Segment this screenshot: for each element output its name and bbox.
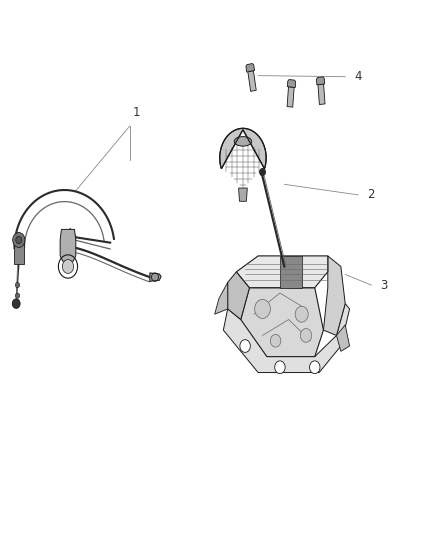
Polygon shape — [248, 71, 256, 91]
Polygon shape — [228, 272, 250, 319]
Circle shape — [300, 328, 312, 342]
Polygon shape — [319, 101, 325, 104]
Circle shape — [310, 361, 320, 374]
Polygon shape — [319, 96, 325, 100]
Polygon shape — [223, 304, 350, 373]
Polygon shape — [250, 83, 255, 86]
Circle shape — [15, 293, 20, 298]
Circle shape — [240, 340, 251, 352]
Polygon shape — [336, 325, 350, 351]
Ellipse shape — [234, 136, 252, 146]
Polygon shape — [288, 94, 293, 97]
Circle shape — [15, 282, 20, 288]
Text: 1: 1 — [133, 106, 140, 119]
Circle shape — [12, 299, 20, 309]
Polygon shape — [287, 104, 293, 107]
Polygon shape — [248, 72, 254, 76]
Polygon shape — [220, 128, 266, 169]
Polygon shape — [316, 77, 325, 85]
Polygon shape — [150, 273, 161, 281]
Polygon shape — [318, 91, 324, 94]
Polygon shape — [318, 84, 325, 104]
Polygon shape — [250, 88, 256, 91]
Polygon shape — [239, 188, 247, 201]
Circle shape — [275, 361, 285, 374]
Polygon shape — [287, 87, 294, 107]
Polygon shape — [318, 86, 324, 90]
Polygon shape — [241, 288, 323, 357]
Circle shape — [62, 260, 74, 273]
Circle shape — [259, 168, 265, 176]
Polygon shape — [280, 256, 302, 288]
Circle shape — [270, 334, 281, 347]
Polygon shape — [14, 237, 24, 264]
Circle shape — [254, 300, 270, 318]
Polygon shape — [288, 89, 294, 92]
Polygon shape — [237, 256, 328, 288]
Polygon shape — [246, 63, 254, 72]
Polygon shape — [60, 229, 76, 261]
Polygon shape — [215, 282, 228, 314]
Circle shape — [13, 232, 25, 247]
Polygon shape — [323, 256, 345, 335]
Circle shape — [295, 306, 308, 322]
Text: 2: 2 — [367, 189, 374, 201]
Polygon shape — [287, 99, 293, 102]
Polygon shape — [249, 78, 255, 82]
Text: 3: 3 — [380, 279, 387, 292]
Text: 4: 4 — [354, 70, 361, 83]
Polygon shape — [287, 79, 296, 87]
Circle shape — [16, 236, 22, 244]
